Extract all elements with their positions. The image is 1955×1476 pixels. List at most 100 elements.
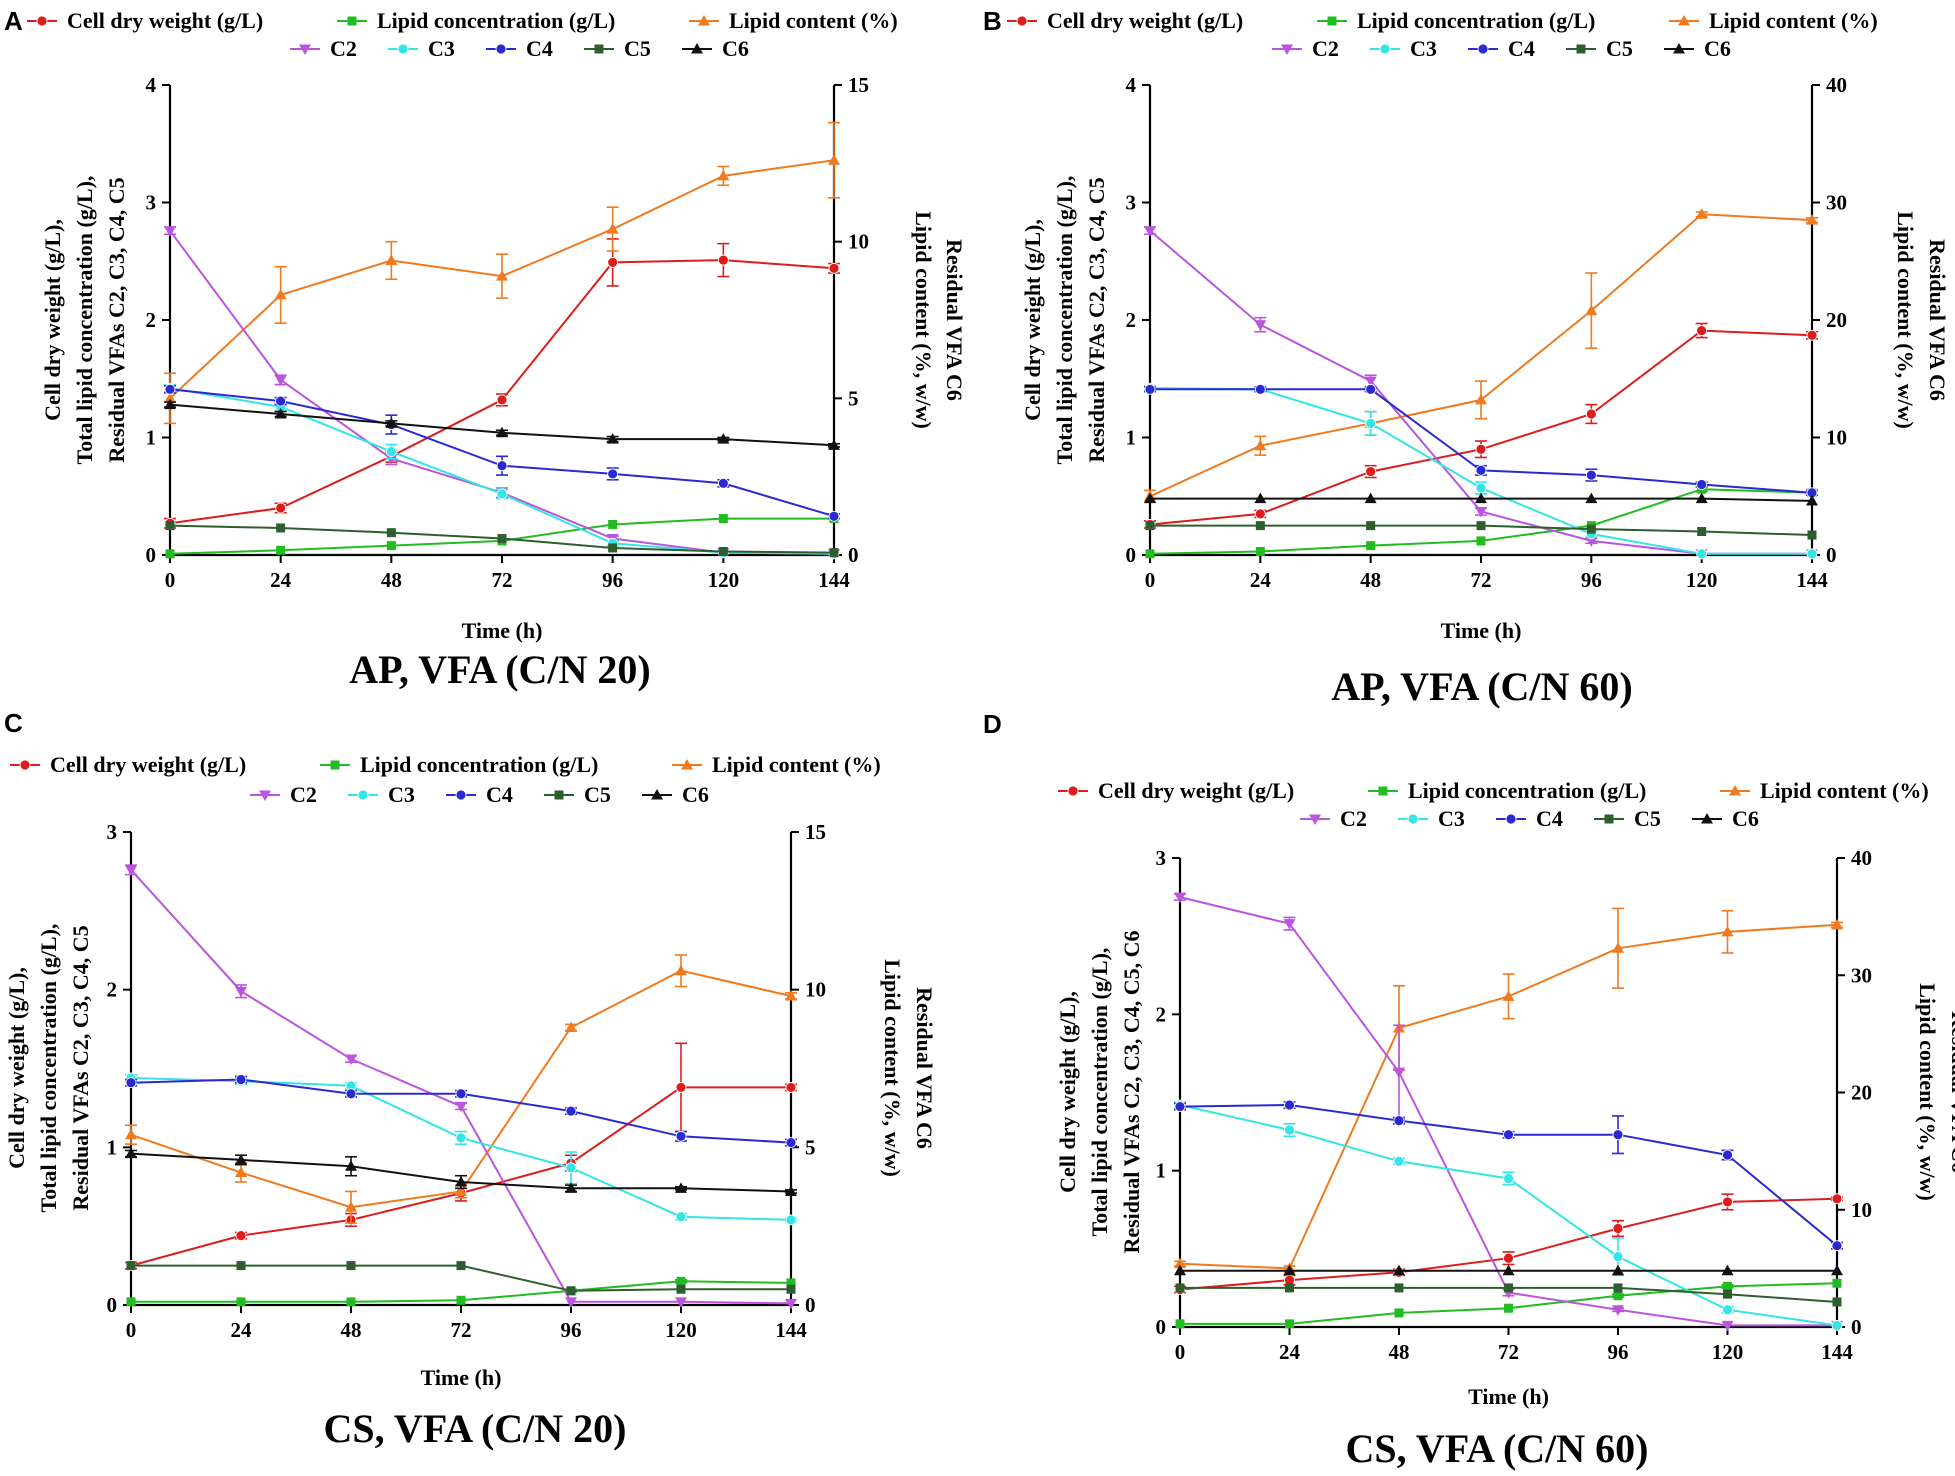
- panel-title-d: CS, VFA (C/N 60): [1346, 1426, 1649, 1471]
- point-c4: [785, 1137, 797, 1149]
- point-c2: [1585, 536, 1598, 547]
- point-cdw: [1806, 329, 1818, 341]
- point-c4: [1831, 1240, 1843, 1252]
- legend-item-c3: C3: [348, 782, 415, 807]
- series-c6: [1174, 1264, 1843, 1276]
- legend-label-lipconc: Lipid concentration (g/L): [360, 752, 598, 777]
- x-axis-label: Time (h): [421, 1365, 502, 1390]
- y-right-tick-label: 0: [848, 543, 859, 567]
- panel-title-b: AP, VFA (C/N 60): [1331, 664, 1632, 709]
- point-c2: [125, 865, 137, 876]
- x-tick-label: 48: [1389, 1340, 1410, 1364]
- y-right-axis-label: Residual VFA C6: [1925, 239, 1950, 401]
- point-c5: [1366, 521, 1376, 531]
- point-c6: [785, 1185, 797, 1196]
- x-axis-label: Time (h): [462, 618, 543, 643]
- series-c6: [164, 398, 840, 450]
- point-c2: [345, 1054, 357, 1066]
- point-c5: [1145, 521, 1155, 531]
- point-lipconc: [1175, 1319, 1185, 1329]
- point-cdw: [1503, 1252, 1514, 1264]
- point-c4: [1174, 1101, 1186, 1112]
- point-c2: [785, 1298, 797, 1310]
- point-c3: [385, 446, 397, 458]
- point-lipcont: [1695, 208, 1708, 219]
- y-left-tick-label: 1: [1156, 1159, 1167, 1183]
- point-c6: [828, 439, 840, 450]
- legend-item-c4: C4: [1468, 36, 1535, 61]
- point-c2: [1721, 1320, 1734, 1332]
- series-c2: [125, 864, 797, 1310]
- legend-item-c5: C5: [1594, 806, 1661, 831]
- y-left-tick-label: 2: [146, 308, 157, 332]
- legend-marker-lipconc: [1327, 16, 1337, 26]
- legend-label-c2: C2: [290, 782, 317, 807]
- point-c3: [455, 1132, 467, 1144]
- point-c3: [1393, 1155, 1405, 1167]
- y-left-tick-label: 1: [1126, 426, 1137, 450]
- point-cdw: [607, 257, 619, 268]
- x-tick-label: 0: [165, 568, 176, 592]
- series-c6: [125, 1147, 797, 1196]
- panel-letter-a: A: [4, 6, 23, 36]
- x-tick-label: 96: [1581, 568, 1602, 592]
- legend-item-c4: C4: [486, 36, 553, 61]
- legend-item-c3: C3: [1398, 806, 1465, 831]
- point-c5: [276, 523, 286, 533]
- series-group-d: [1174, 892, 1843, 1332]
- legend-item-c4: C4: [1496, 806, 1563, 831]
- point-cdw: [717, 254, 729, 266]
- point-c6: [345, 1160, 357, 1171]
- panel-title-c: CS, VFA (C/N 20): [324, 1406, 627, 1451]
- point-c4: [565, 1105, 577, 1117]
- legend-item-c6: C6: [682, 36, 749, 61]
- legend-item-c2: C2: [1272, 36, 1339, 61]
- point-lipcont: [565, 1021, 577, 1033]
- point-cdw: [1585, 408, 1597, 420]
- series-group-c: [125, 864, 797, 1310]
- point-c3: [1284, 1124, 1295, 1136]
- legend-marker-cdw: [19, 759, 31, 771]
- legend-label-c2: C2: [1340, 806, 1367, 831]
- point-c4: [496, 460, 508, 472]
- y-right-tick-label: 10: [805, 978, 826, 1002]
- x-tick-label: 96: [602, 568, 623, 592]
- point-c4: [1284, 1099, 1295, 1111]
- y-right-tick-label: 40: [1851, 846, 1872, 870]
- point-c6: [385, 417, 398, 428]
- x-tick-label: 96: [1608, 1340, 1629, 1364]
- point-lipcont: [1831, 918, 1843, 930]
- point-c4: [1503, 1129, 1514, 1141]
- legend-label-c4: C4: [1508, 36, 1535, 61]
- point-c3: [675, 1211, 687, 1223]
- point-c3: [1831, 1320, 1843, 1331]
- legend-label-c4: C4: [1536, 806, 1563, 831]
- panel-d: D Cell dry weight (g/L) Lipid concentratio…: [983, 709, 1955, 1471]
- panel-a: A Cell dry weight (g/L) Lipid concentratio…: [4, 6, 967, 692]
- point-lipcont: [675, 964, 687, 976]
- legend-item-cdw: Cell dry weight (g/L): [10, 752, 246, 777]
- point-lipconc: [126, 1297, 136, 1307]
- point-lipconc: [1145, 549, 1155, 559]
- legend-item-c4: C4: [446, 782, 513, 807]
- legend-marker-c2: [1281, 44, 1293, 55]
- legend-label-lipconc: Lipid concentration (g/L): [1408, 778, 1646, 803]
- point-c5: [346, 1261, 356, 1271]
- x-tick-label: 144: [775, 1318, 807, 1342]
- point-c4: [235, 1074, 247, 1085]
- legend-marker-lipconc: [330, 760, 340, 770]
- legend-item-c5: C5: [544, 782, 611, 807]
- legend-item-c5: C5: [584, 36, 651, 61]
- y-right-tick-label: 0: [1851, 1315, 1862, 1339]
- point-c5: [1504, 1283, 1513, 1293]
- y-left-axis-label: Cell dry weight (g/L),: [1020, 219, 1045, 421]
- point-lipconc: [1723, 1281, 1732, 1291]
- series-c5: [165, 521, 839, 558]
- y-left-axis-label: Cell dry weight (g/L),: [40, 219, 65, 421]
- panel-letter-d: D: [983, 709, 1002, 739]
- point-cdw: [1831, 1193, 1843, 1205]
- point-lipconc: [1285, 1319, 1294, 1329]
- point-c2: [1144, 226, 1156, 237]
- y-left-axis-label: Cell dry weight (g/L),: [4, 967, 29, 1169]
- legend-label-c5: C5: [1606, 36, 1633, 61]
